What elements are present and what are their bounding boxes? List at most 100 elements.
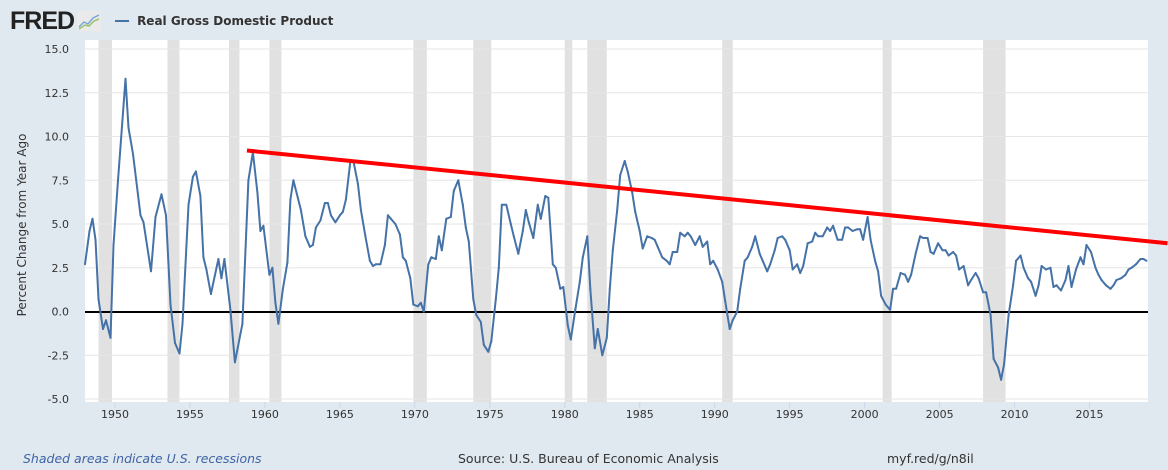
data-point (281, 287, 284, 290)
data-point (826, 226, 829, 229)
data-point (160, 193, 163, 196)
x-tick-label: 2015 (1076, 408, 1104, 421)
data-point (626, 170, 629, 173)
data-point (1085, 244, 1088, 246)
y-axis-label: Percent Change from Year Ago (15, 134, 29, 317)
data-point (895, 287, 898, 290)
legend-swatch (115, 20, 130, 22)
data-point (619, 174, 622, 176)
recessions-note-link[interactable]: Shaded areas indicate U.S. recessions (23, 451, 262, 466)
data-point (256, 191, 259, 194)
data-point (1037, 284, 1040, 287)
data-point (1007, 314, 1010, 316)
data-point (233, 361, 236, 364)
data-point (389, 217, 392, 220)
data-point (578, 280, 581, 283)
data-point (698, 235, 701, 238)
y-tick-labels: 15.0 12.5 10.0 7.5 5.0 2.5 0.0 -2.5 -5.0 (45, 43, 70, 406)
data-point (919, 235, 922, 238)
data-point (404, 259, 407, 262)
data-point (512, 235, 515, 238)
data-point (1012, 284, 1015, 287)
data-point (694, 244, 697, 246)
data-point (1064, 279, 1067, 281)
source-text: Source: U.S. Bureau of Economic Analysis (458, 451, 719, 466)
data-point (574, 308, 577, 311)
data-point (605, 336, 608, 339)
data-point (641, 247, 644, 250)
data-point (892, 287, 895, 290)
data-point (104, 319, 107, 322)
data-point (989, 314, 992, 316)
data-point (773, 249, 776, 252)
data-point (368, 259, 371, 262)
data-point (1015, 259, 1018, 262)
data-point (877, 270, 880, 273)
data-point (422, 310, 425, 313)
data-point (1100, 279, 1103, 281)
data-point (191, 175, 194, 178)
data-point (739, 287, 742, 290)
short-url-link[interactable]: myf.red/g/n8il (887, 451, 974, 466)
data-point (311, 244, 314, 246)
data-point (836, 238, 839, 241)
data-point (1079, 256, 1082, 259)
data-point (977, 277, 980, 280)
y-tick-label: 12.5 (45, 87, 70, 100)
data-point (736, 310, 739, 313)
recession-band (98, 40, 112, 402)
data-point (487, 350, 490, 353)
data-point (308, 245, 311, 248)
data-point (127, 126, 130, 129)
data-point (686, 231, 689, 234)
y-tick-label: 15.0 (45, 43, 70, 56)
x-tick-label: 1995 (776, 408, 804, 421)
data-point (223, 258, 226, 260)
data-point (259, 230, 262, 232)
data-point (634, 210, 637, 213)
data-point (199, 195, 202, 197)
data-point (539, 217, 542, 220)
data-point (932, 252, 935, 255)
data-point (398, 233, 401, 236)
recession-band (983, 40, 1006, 402)
data-point (970, 279, 973, 281)
data-point (974, 272, 977, 274)
data-point (926, 237, 929, 239)
data-point (776, 237, 779, 239)
data-point (379, 263, 382, 266)
data-point (967, 284, 970, 287)
data-point (962, 265, 965, 267)
chart-svg: 15.012.510.07.55.02.50.0-2.5-5.0 1950 195… (15, 40, 1168, 421)
data-point (164, 214, 167, 217)
data-point (94, 238, 97, 241)
data-point (271, 266, 274, 269)
data-point (472, 298, 475, 301)
data-point (814, 231, 817, 234)
data-point (638, 230, 641, 232)
x-tick-label: 1980 (551, 408, 579, 421)
x-tick-label: 1975 (476, 408, 504, 421)
data-point (500, 203, 503, 206)
data-point (802, 265, 805, 267)
data-point (344, 198, 347, 201)
data-point (806, 242, 809, 245)
data-point (334, 221, 337, 224)
data-point (209, 293, 212, 295)
legend-label[interactable]: Real Gross Domestic Product (137, 14, 334, 28)
data-point (464, 226, 467, 229)
data-point (479, 321, 482, 323)
data-point (791, 268, 794, 271)
data-point (922, 237, 925, 239)
data-point (142, 221, 145, 224)
data-point (914, 252, 917, 255)
data-point (781, 235, 784, 238)
data-point (205, 268, 208, 271)
x-tick-label: 1960 (251, 408, 279, 421)
x-tick-label: 2010 (1001, 408, 1029, 421)
data-point (112, 244, 115, 246)
data-point (716, 268, 719, 271)
data-point (274, 301, 277, 304)
data-point (761, 259, 764, 262)
fred-logo[interactable]: FRED (10, 6, 75, 35)
